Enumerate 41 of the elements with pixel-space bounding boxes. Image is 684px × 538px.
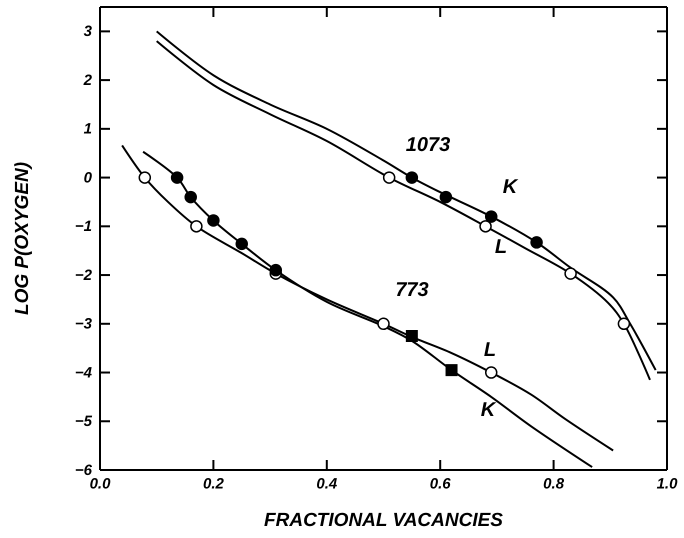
y-tick-label: 1 — [84, 120, 92, 138]
x-tick-label: 0.6 — [430, 476, 452, 493]
point — [270, 264, 282, 276]
point — [190, 220, 203, 233]
point — [530, 236, 543, 249]
y-tick-label: −3 — [74, 316, 93, 333]
x-tick-label: 0.8 — [543, 476, 565, 493]
annotation: 773 — [395, 279, 429, 301]
point — [479, 220, 492, 233]
y-axis-title: LOG P(OXYGEN) — [12, 162, 33, 316]
annotation: L — [484, 339, 496, 361]
y-tick-label: −2 — [74, 266, 93, 284]
x-tick-label: 0.2 — [202, 476, 224, 493]
point — [406, 330, 418, 342]
annotation: 1073 — [406, 134, 450, 156]
point — [377, 318, 390, 330]
point — [382, 171, 396, 184]
point — [406, 171, 418, 184]
point — [184, 190, 197, 204]
point — [440, 190, 452, 204]
y-tick-label: 3 — [84, 23, 93, 40]
point — [484, 210, 498, 223]
point — [236, 238, 248, 250]
point — [207, 214, 220, 227]
point — [446, 364, 458, 376]
point — [170, 171, 184, 184]
annotation: L — [494, 236, 508, 258]
x-tick-label: 1.0 — [656, 476, 678, 493]
annotation: K — [480, 399, 497, 421]
y-tick-label: 0 — [84, 169, 93, 186]
y-tick-label: −5 — [74, 413, 93, 430]
point — [618, 318, 630, 330]
x-tick-label: 0.4 — [316, 476, 338, 493]
x-axis-title: FRACTIONAL VACANCIES — [264, 510, 504, 531]
y-tick-label: −1 — [74, 218, 92, 236]
annotation: K — [502, 176, 519, 198]
y-tick-label: 2 — [82, 72, 93, 89]
point — [484, 366, 498, 379]
point — [138, 171, 152, 184]
y-tick-label: −4 — [74, 364, 93, 382]
point — [564, 267, 577, 280]
